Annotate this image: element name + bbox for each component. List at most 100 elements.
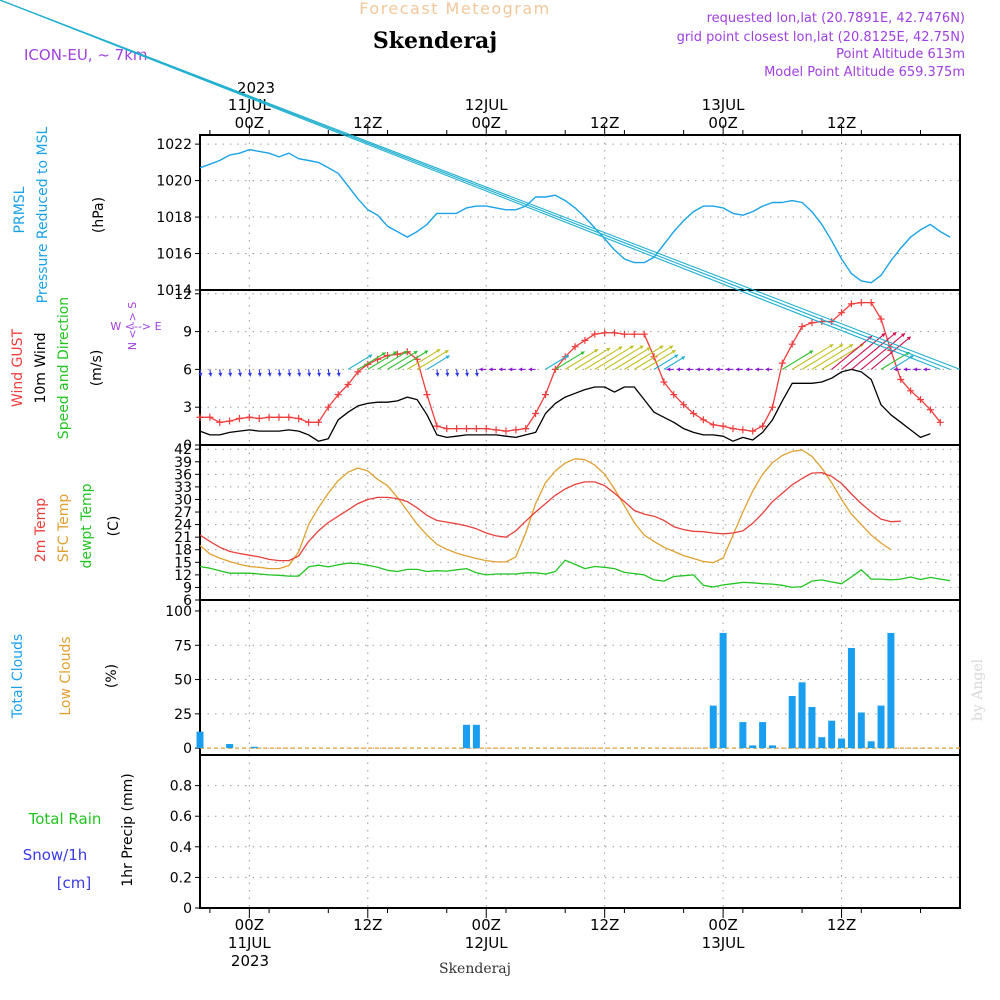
wind-arrow-head [903,367,908,372]
cloud-bar [768,745,776,749]
prmsl-label: PRMSL [12,186,28,233]
cloud-bar [462,724,470,749]
wind-arrow-head [735,367,740,372]
y-tick-label: 6 [183,593,192,609]
wind-arrow-head [745,367,750,372]
top-time-label: 00Z [235,114,264,132]
gust-marker [324,403,332,411]
bottom-time-label: 12Z [827,916,856,934]
wind-arrow-head [696,367,700,372]
wind-arrow-head [307,372,312,377]
gust-marker [788,340,796,348]
gust-marker [226,417,234,425]
wind-arrow [782,350,814,370]
gust-marker [897,375,905,383]
y-tick-label: 27 [174,505,192,521]
model-label: ICON-EU, ~ 7km [24,46,148,64]
gust-marker [867,299,875,307]
y-tick-label: 9 [183,580,192,596]
wind-arrow-head [706,367,710,372]
wind-arrow-head [829,344,834,348]
gust-marker [305,418,313,426]
wind-arrow-head [809,350,814,355]
gust-marker [245,413,253,421]
y-tick-label: 12 [174,287,192,303]
wind-arrow-head [277,372,282,377]
gust-marker [453,425,461,433]
y-tick-label: 3 [183,400,192,416]
gust-marker [433,422,441,430]
wind-arrow-head [368,354,373,359]
wind-arrow-head [297,372,302,377]
wind-arrow-head [445,355,450,360]
cloud-bar [226,744,234,749]
wind-arrow [0,0,941,370]
gust-marker [443,425,451,433]
wind-arrow-head [755,367,760,372]
bottom-date-label: 11JUL [228,934,271,952]
model-altitude: Model Point Altitude 659.375m [764,65,965,80]
gust-marker [354,368,362,376]
t2m-line [199,471,901,562]
wind-arrow [643,349,676,370]
t2m-label: 2m Temp [33,498,49,562]
wind-arrow-head [893,367,898,372]
wind-arrow-head [528,367,533,372]
bottom-time-label: 00Z [472,916,501,934]
cloud-bar [472,724,480,749]
total-clouds-label: Total Clouds [10,634,26,719]
cloud-bar [887,632,895,749]
wind-arrow-head [455,372,460,377]
gust-marker [482,425,490,433]
gust-marker [630,330,638,338]
top-time-label: 00Z [708,114,737,132]
wind-arrow-head [906,336,911,341]
cm-label: [cm] [57,874,92,892]
pressure-line [199,148,951,284]
gust-marker [255,415,263,423]
gust-marker [917,396,925,404]
y-tick-label: 0 [183,438,192,454]
wind-arrow-head [686,367,690,372]
wind-arrow [633,345,674,370]
gust-marker [729,425,737,433]
wind-arrow-head [923,367,927,372]
bottom-time-label: 12Z [353,916,382,934]
y-tick-label: 0 [183,741,192,757]
gust-marker [196,413,204,421]
wind-arrow-head [444,350,449,354]
wind-arrow [791,343,834,370]
gust-marker [591,330,599,338]
cloud-bar [788,696,796,749]
wind-arrow-head [479,367,483,372]
gust-marker [926,406,934,414]
y-tick-label: 1018 [156,210,192,226]
wind-arrow [545,354,570,370]
wind-arrow [0,0,951,370]
wind-arrow-head [287,372,292,377]
dewpt-label: dewpt Temp [79,483,95,568]
cloud-bar [828,720,836,749]
wind-arrow-head [316,372,321,377]
y-tick-label: 0.2 [170,870,192,886]
location-title: Skenderaj [373,28,497,54]
bottom-date-label: 12JUL [465,934,508,952]
cloud-bar [808,706,816,749]
y-tick-label: 50 [174,673,192,689]
gust-marker [235,415,243,423]
wind-arrow-head [257,372,262,377]
y-tick-label: 42 [174,442,192,458]
gust-marker [857,299,865,307]
wind-arrow-head [247,372,252,377]
precip-panel: 0 0.2 0.4 0.6 0.8 [170,754,961,917]
wind-arrow-head [900,333,905,338]
gust-marker [472,425,480,433]
credit-watermark: by Angel [970,658,986,721]
footer-location: Skenderaj [439,961,511,977]
gust-marker [936,418,944,426]
wind-arrow-head [424,350,429,355]
wind-arrow-head [381,352,386,356]
y-tick-label: 1016 [156,247,192,263]
gust-marker [541,391,549,399]
